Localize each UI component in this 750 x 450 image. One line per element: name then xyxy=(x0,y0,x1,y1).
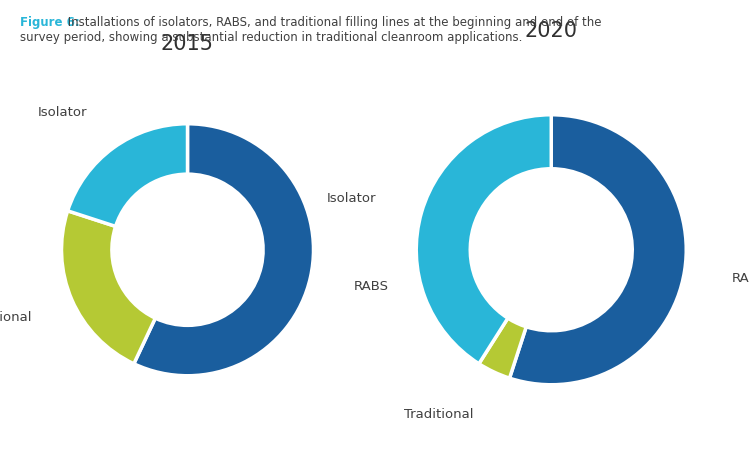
Title: 2020: 2020 xyxy=(525,21,578,41)
Text: RABS: RABS xyxy=(731,272,750,285)
Wedge shape xyxy=(62,211,155,364)
Wedge shape xyxy=(68,124,188,226)
Title: 2015: 2015 xyxy=(161,34,214,54)
Text: Figure 6:: Figure 6: xyxy=(20,16,80,29)
Text: Traditional: Traditional xyxy=(404,408,474,421)
Wedge shape xyxy=(134,124,314,376)
Text: survey period, showing a substantial reduction in traditional cleanroom applicat: survey period, showing a substantial red… xyxy=(20,32,523,45)
Text: Isolator: Isolator xyxy=(38,106,88,119)
Wedge shape xyxy=(479,318,526,378)
Text: Isolator: Isolator xyxy=(327,193,376,205)
Wedge shape xyxy=(416,115,551,364)
Wedge shape xyxy=(509,115,686,385)
Text: Traditional: Traditional xyxy=(0,311,32,324)
Text: RABS: RABS xyxy=(353,280,388,293)
Text: Installations of isolators, RABS, and traditional filling lines at the beginning: Installations of isolators, RABS, and tr… xyxy=(64,16,602,29)
